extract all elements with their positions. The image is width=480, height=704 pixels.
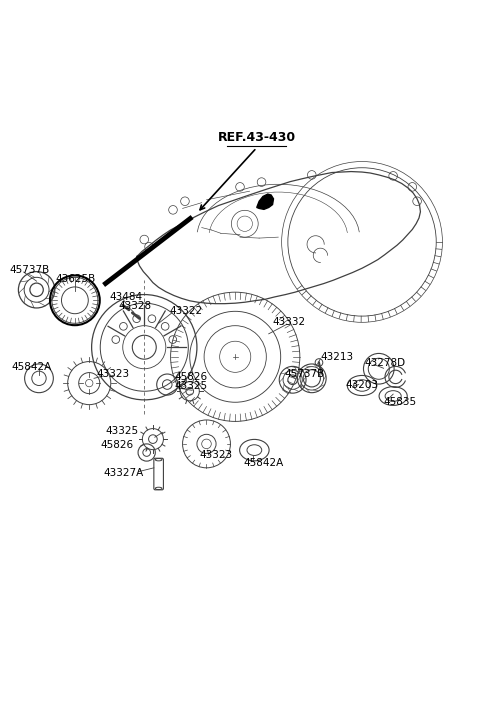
Text: 43323: 43323 <box>96 368 130 379</box>
Text: 45835: 45835 <box>384 397 417 407</box>
FancyBboxPatch shape <box>154 458 163 490</box>
Text: 43325: 43325 <box>105 426 138 436</box>
Text: 45737B: 45737B <box>284 368 324 379</box>
Text: 43625B: 43625B <box>56 275 96 284</box>
Text: 45842A: 45842A <box>244 458 284 468</box>
Text: 43328: 43328 <box>118 301 151 311</box>
Text: 43327A: 43327A <box>104 467 144 477</box>
Text: REF.43-430: REF.43-430 <box>218 131 296 144</box>
Text: 43322: 43322 <box>169 306 202 316</box>
Text: 43484: 43484 <box>110 292 143 302</box>
Polygon shape <box>257 194 274 209</box>
Text: 45842A: 45842A <box>11 363 51 372</box>
Text: 43203: 43203 <box>345 379 378 389</box>
Text: 43213: 43213 <box>321 352 354 362</box>
Text: 45826: 45826 <box>100 440 133 451</box>
Text: 43332: 43332 <box>273 318 306 327</box>
Text: 45737B: 45737B <box>9 265 49 275</box>
Text: 43325: 43325 <box>174 382 207 391</box>
Text: 45826: 45826 <box>174 372 207 382</box>
Text: 43323: 43323 <box>199 450 232 460</box>
Text: 43278D: 43278D <box>364 358 406 367</box>
